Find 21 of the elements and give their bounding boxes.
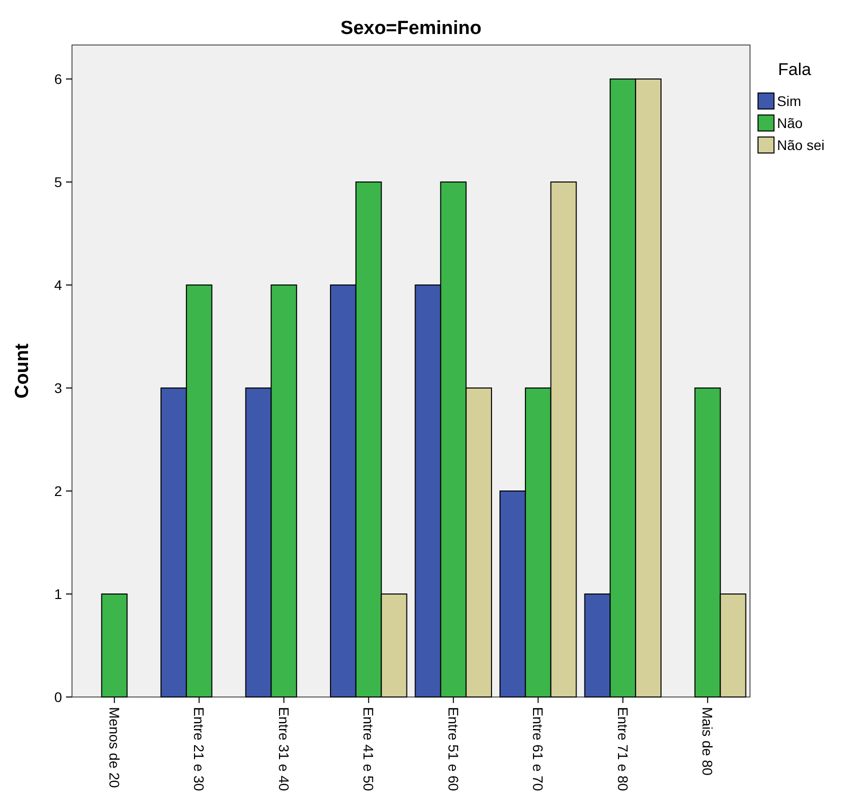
x-tick-label: Entre 61 e 70 <box>530 707 546 792</box>
legend-label: Não <box>777 115 803 131</box>
x-tick-label: Entre 41 e 50 <box>360 707 377 792</box>
legend-label: Sim <box>777 93 802 109</box>
x-tick-label: Entre 51 e 60 <box>445 707 462 792</box>
legend-label: Não sei <box>777 137 824 153</box>
y-tick-label: 6 <box>54 70 62 87</box>
legend-title: Fala <box>778 60 812 79</box>
y-axis-title: Count <box>12 342 33 398</box>
y-tick-label: 5 <box>54 174 62 190</box>
x-tick-label: Entre 71 e 80 <box>614 707 631 792</box>
y-tick-label: 0 <box>54 688 62 705</box>
x-tick-label: Entre 31 e 40 <box>276 707 292 792</box>
x-tick-label: Entre 21 e 30 <box>191 707 208 792</box>
y-tick-label: 4 <box>54 276 62 293</box>
y-tick-label: 3 <box>54 380 62 396</box>
x-tick-label: Menos de 20 <box>106 707 122 788</box>
x-tick-label: Mais de 80 <box>700 707 716 776</box>
chart-title: Sexo=Feminino <box>340 18 482 39</box>
y-tick-label: 1 <box>54 586 62 602</box>
y-tick-label: 2 <box>54 482 62 499</box>
